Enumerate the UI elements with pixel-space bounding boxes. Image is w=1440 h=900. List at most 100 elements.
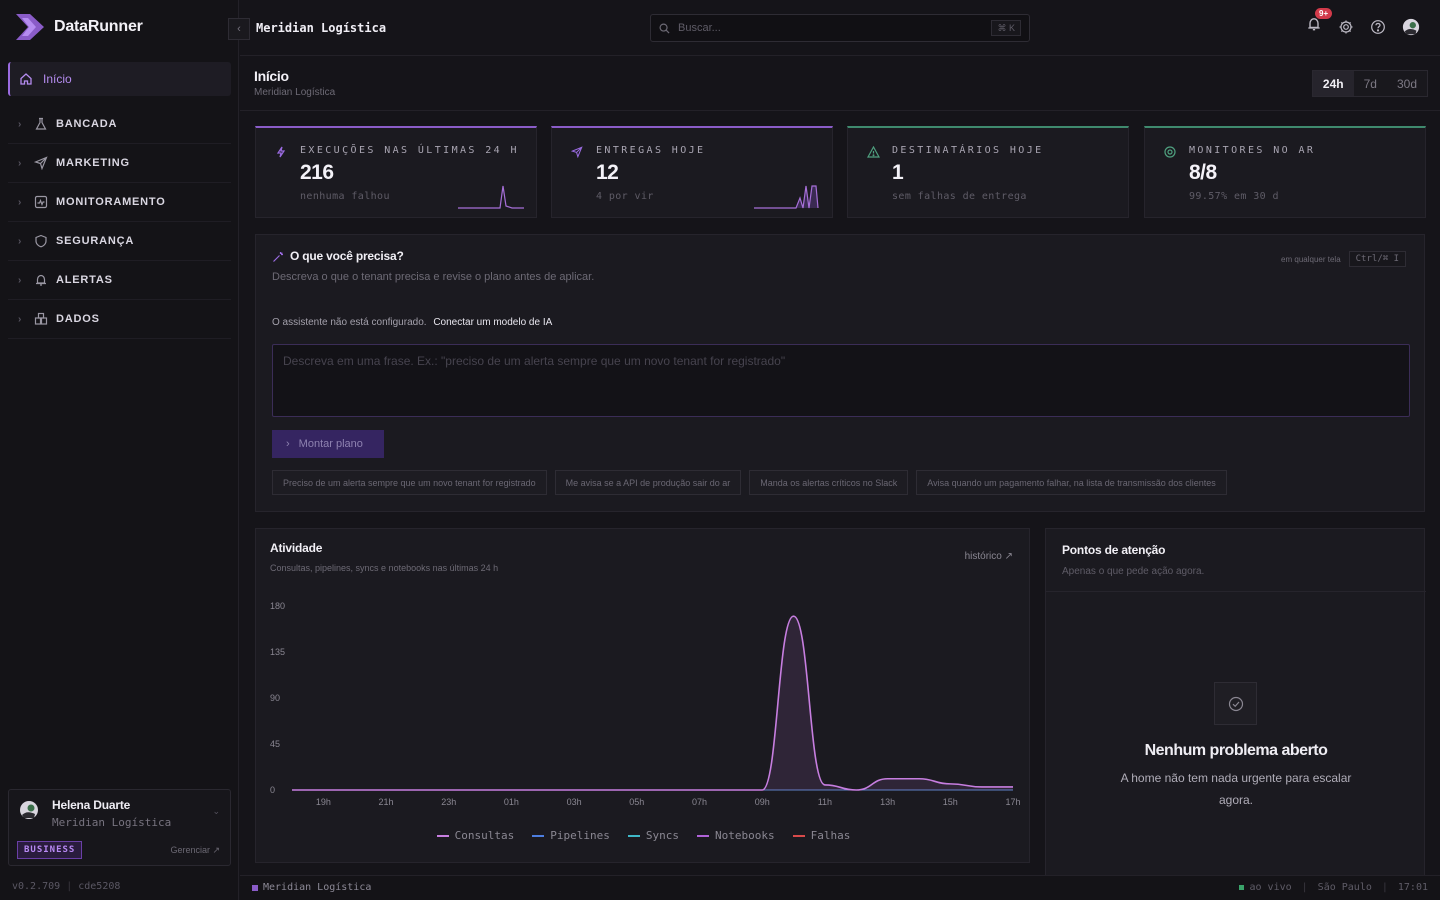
- sidebar-item-label: BANCADA: [56, 118, 118, 130]
- search-icon: [659, 23, 670, 34]
- sidebar-item-bancada[interactable]: › BANCADA: [8, 105, 231, 144]
- chart-legend: Consultas Pipelines Syncs Notebooks Falhas: [256, 829, 1031, 842]
- radar-icon: [1164, 146, 1176, 158]
- datarunner-logo-icon: [16, 14, 44, 40]
- user-card[interactable]: Helena Duarte Meridian Logística ⌄ BUSIN…: [8, 789, 231, 866]
- sidebar-item-seguranca[interactable]: › SEGURANÇA: [8, 222, 231, 261]
- sidebar-item-monitoramento[interactable]: › MONITORAMENTO: [8, 183, 231, 222]
- legend-label: Consultas: [454, 829, 515, 842]
- attention-subtitle: Apenas o que pede ação agora.: [1062, 566, 1205, 577]
- history-link[interactable]: histórico ↗: [964, 551, 1013, 562]
- kpi-value: 8/8: [1189, 161, 1217, 184]
- gear-icon[interactable]: [1338, 19, 1354, 35]
- legend-item[interactable]: Falhas: [792, 829, 850, 842]
- assistant-title: O que você precisa?: [290, 249, 404, 263]
- legend-label: Pipelines: [550, 829, 610, 842]
- user-org: Meridian Logística: [52, 816, 172, 829]
- legend-item[interactable]: Pipelines: [532, 829, 610, 842]
- y-tick-label: 90: [270, 693, 280, 703]
- assistant-input[interactable]: [272, 344, 1410, 417]
- legend-label: Syncs: [645, 829, 679, 842]
- kpi-label: EXECUÇÕES NAS ÚLTIMAS 24 H: [300, 145, 519, 156]
- version-info: v0.2.709 | cde5208: [12, 881, 121, 892]
- x-tick-label: 09h: [755, 797, 770, 807]
- sidebar-item-label: SEGURANÇA: [56, 235, 135, 247]
- app-name: DataRunner: [54, 18, 143, 35]
- divider: [1046, 591, 1426, 592]
- search-box[interactable]: ⌘ K: [650, 14, 1030, 42]
- status-time: 17:01: [1397, 882, 1428, 893]
- brand[interactable]: DataRunner: [16, 14, 143, 40]
- help-icon[interactable]: [1370, 19, 1386, 35]
- separator: |: [1381, 882, 1388, 893]
- y-tick-label: 135: [270, 647, 285, 657]
- suggestion-chip[interactable]: Manda os alertas críticos no Slack: [749, 470, 909, 495]
- activity-panel: Atividade Consultas, pipelines, syncs e …: [255, 528, 1030, 863]
- live-indicator: ao vivo: [1239, 882, 1292, 893]
- flask-icon: [35, 117, 47, 130]
- sidebar-item-label: Início: [43, 72, 72, 86]
- legend-item[interactable]: Consultas: [436, 829, 515, 842]
- chevron-right-icon: ›: [18, 235, 23, 247]
- time-range-tabs: 24h 7d 30d: [1311, 70, 1428, 97]
- attention-panel: Pontos de atenção Apenas o que pede ação…: [1045, 528, 1426, 875]
- workspace-name[interactable]: Meridian Logística: [256, 21, 387, 35]
- tab-24h[interactable]: 24h: [1312, 71, 1354, 96]
- warning-icon: [867, 146, 880, 158]
- y-tick-label: 180: [270, 601, 285, 611]
- kpi-value: 12: [596, 161, 619, 184]
- suggestion-chip[interactable]: Preciso de um alerta sempre que um novo …: [272, 470, 547, 495]
- wand-icon: [273, 252, 283, 262]
- legend-swatch: [532, 835, 545, 837]
- avatar[interactable]: [1402, 18, 1420, 36]
- search-input[interactable]: [678, 22, 978, 34]
- notifications-button[interactable]: 9+: [1306, 8, 1333, 37]
- manage-link[interactable]: Gerenciar ↗: [170, 845, 220, 855]
- separator: |: [1301, 882, 1308, 893]
- workspace-dot: [252, 884, 258, 891]
- suggestion-chip[interactable]: Avisa quando um pagamento falhar, na lis…: [916, 470, 1227, 495]
- series-line-consultas: [292, 615, 1013, 791]
- collapse-sidebar-button[interactable]: ‹: [228, 18, 250, 40]
- sidebar-item-label: DADOS: [56, 313, 100, 325]
- build-plan-label: Montar plano: [298, 438, 363, 450]
- activity-subtitle: Consultas, pipelines, syncs e notebooks …: [270, 563, 499, 573]
- x-tick-label: 13h: [880, 797, 895, 807]
- legend-item[interactable]: Syncs: [627, 829, 679, 842]
- app-version: v0.2.709: [12, 881, 61, 892]
- live-label: ao vivo: [1249, 882, 1292, 893]
- legend-swatch: [792, 835, 805, 837]
- chevron-down-icon[interactable]: ⌄: [212, 806, 220, 816]
- topbar: ‹ Meridian Logística ⌘ K 9+: [228, 0, 1440, 56]
- sidebar-item-label: MONITORAMENTO: [56, 196, 166, 208]
- y-tick-label: 0: [270, 785, 275, 795]
- notification-badge: 9+: [1315, 8, 1333, 19]
- assistant-status: O assistente não está configurado. Conec…: [272, 317, 552, 328]
- page-header: Início Meridian Logística 24h 7d 30d: [240, 57, 1440, 111]
- status-bar: Meridian Logística ao vivo | São Paulo |…: [240, 875, 1440, 900]
- legend-item[interactable]: Notebooks: [696, 829, 775, 842]
- hint-label: em qualquer tela: [1281, 254, 1341, 264]
- kpi-executions[interactable]: EXECUÇÕES NAS ÚLTIMAS 24 H 216 nenhuma f…: [255, 126, 537, 218]
- app-commit: cde5208: [78, 881, 121, 892]
- bell-icon: [1308, 18, 1320, 31]
- sidebar-item-alertas[interactable]: › ALERTAS: [8, 261, 231, 300]
- kpi-monitors[interactable]: MONITORES NO AR 8/8 99.57% em 30 d: [1144, 126, 1426, 218]
- assistant-panel: O que você precisa? Descreva o que o ten…: [255, 234, 1425, 512]
- kpi-deliveries[interactable]: ENTREGAS HOJE 12 4 por vir: [551, 126, 833, 218]
- legend-swatch: [627, 835, 640, 837]
- kpi-recipients[interactable]: DESTINATÁRIOS HOJE 1 sem falhas de entre…: [847, 126, 1129, 218]
- x-tick-label: 19h: [316, 797, 331, 807]
- suggestion-chips: Preciso de um alerta sempre que um novo …: [272, 470, 1227, 495]
- kpi-sub: sem falhas de entrega: [892, 191, 1027, 202]
- sidebar-item-home[interactable]: Início: [8, 62, 231, 96]
- suggestion-chip[interactable]: Me avisa se a API de produção sair do ar: [554, 470, 742, 495]
- sidebar-item-marketing[interactable]: › MARKETING: [8, 144, 231, 183]
- build-plan-button[interactable]: › Montar plano: [272, 430, 384, 458]
- tab-30d[interactable]: 30d: [1396, 76, 1417, 91]
- page-subtitle: Meridian Logística: [254, 87, 336, 98]
- check-circle-icon: [1214, 682, 1257, 725]
- tab-7d[interactable]: 7d: [1363, 76, 1377, 91]
- sidebar-item-dados[interactable]: › DADOS: [8, 300, 231, 339]
- connect-model-link[interactable]: Conectar um modelo de IA: [433, 317, 553, 328]
